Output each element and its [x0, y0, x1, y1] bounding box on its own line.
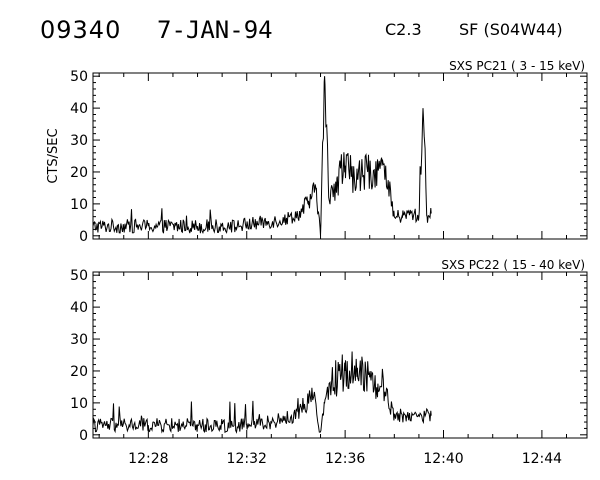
panel-1: SXS PC21 ( 3 - 15 keV) 0 10 20 30 40 50 CTS/SEC	[46, 59, 588, 245]
y-axis-label: CTS/SEC	[46, 128, 61, 183]
panel-2: SXS PC22 ( 15 - 40 keV) 0 10 20 30 40 50 12:28 1…	[70, 258, 588, 467]
x-tick-label: 12:32	[227, 451, 267, 467]
y-tick-label: 10	[70, 396, 88, 412]
panel-title: SXS PC22 ( 15 - 40 keV)	[441, 258, 585, 272]
event-date: 7-JAN-94	[157, 16, 273, 44]
y-tick-label: 50	[70, 268, 88, 284]
y-tick-label: 0	[79, 229, 88, 245]
y-tick-label: 30	[70, 133, 88, 149]
x-tick-label: 12:40	[423, 451, 463, 467]
flare-location: SF (S04W44)	[459, 20, 563, 39]
y-tick-label: 30	[70, 332, 88, 348]
plot-frame	[92, 72, 588, 240]
x-tick-label: 12:28	[128, 451, 168, 467]
x-tick-label: 12:44	[522, 451, 562, 467]
series-line	[92, 76, 432, 236]
series-line	[92, 351, 432, 434]
y-tick-label: 0	[79, 428, 88, 444]
y-tick-label: 20	[70, 364, 88, 380]
x-tick-label: 12:36	[325, 451, 365, 467]
y-tick-label: 20	[70, 165, 88, 181]
y-tick-label: 40	[70, 101, 88, 117]
flare-class: C2.3	[385, 20, 422, 39]
y-tick-label: 50	[70, 69, 88, 85]
y-tick-label: 40	[70, 300, 88, 316]
plot-frame	[92, 271, 588, 439]
event-id: 09340	[40, 16, 122, 44]
panel-title: SXS PC21 ( 3 - 15 keV)	[449, 59, 585, 73]
y-tick-label: 10	[70, 197, 88, 213]
